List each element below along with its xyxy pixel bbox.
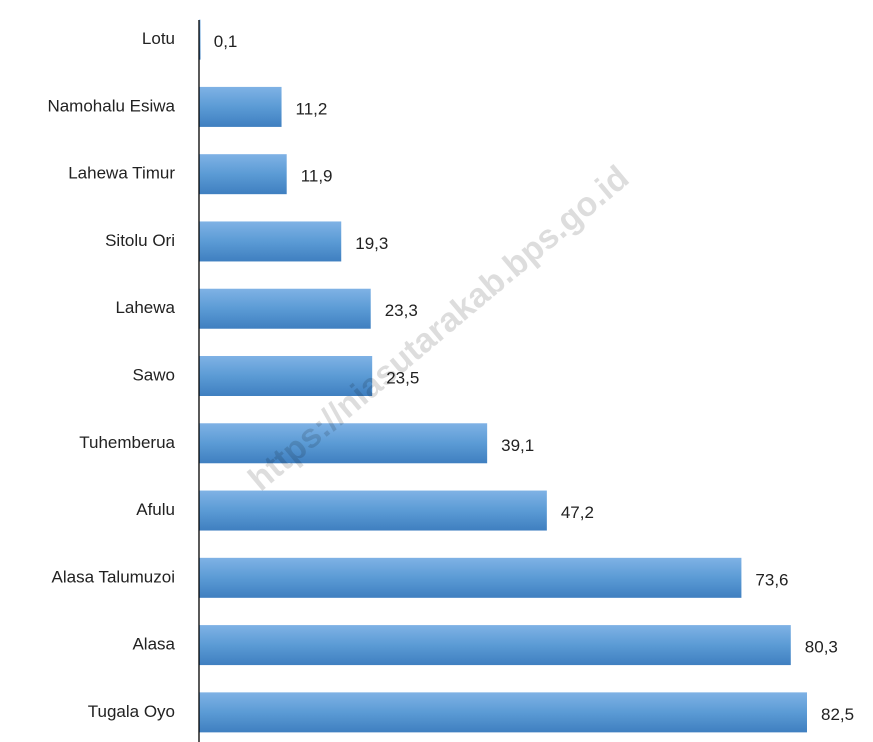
- value-label: 80,3: [805, 638, 838, 657]
- bar: [199, 154, 287, 195]
- bar: [199, 288, 371, 329]
- category-label: Alasa Talumuzoi: [52, 567, 175, 586]
- value-label: 39,1: [501, 436, 534, 455]
- bar: [199, 19, 201, 60]
- category-label: Sawo: [132, 365, 175, 384]
- value-label: 23,5: [386, 368, 419, 387]
- bar: [199, 692, 807, 733]
- value-label: 82,5: [821, 705, 854, 724]
- category-label: Afulu: [136, 500, 175, 519]
- category-label: Lahewa: [115, 298, 175, 317]
- bar: [199, 86, 282, 127]
- value-label: 73,6: [755, 570, 788, 589]
- category-label: Namohalu Esiwa: [47, 96, 175, 115]
- bar: [199, 625, 791, 666]
- value-label: 47,2: [561, 503, 594, 522]
- bar: [199, 221, 342, 262]
- bar: [199, 356, 373, 396]
- bar: [199, 557, 742, 598]
- category-label: Tuhemberua: [79, 433, 175, 452]
- bar: [199, 423, 488, 464]
- value-label: 0,1: [214, 32, 238, 51]
- value-label: 23,3: [385, 301, 418, 320]
- category-label: Alasa: [132, 635, 175, 654]
- category-label: Tugala Oyo: [88, 702, 175, 721]
- value-label: 11,9: [301, 167, 333, 186]
- value-label: 19,3: [355, 234, 388, 253]
- bar: [199, 490, 547, 531]
- category-label: Lahewa Timur: [68, 164, 175, 183]
- category-label: Sitolu Ori: [105, 231, 175, 250]
- category-label: Lotu: [142, 29, 175, 48]
- value-label: 11,2: [296, 99, 328, 118]
